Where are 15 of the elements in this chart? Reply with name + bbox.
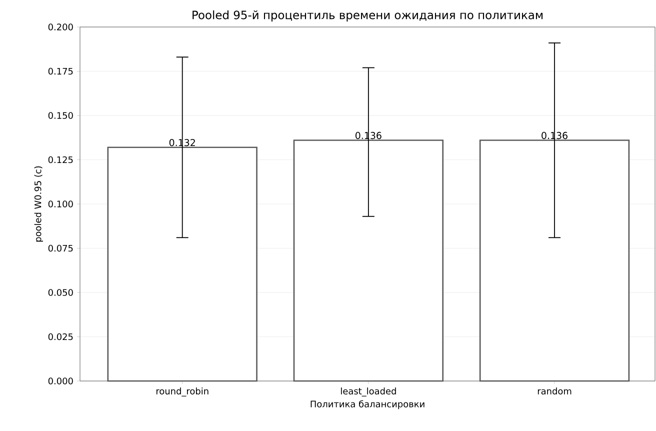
- y-tick-label: 0.125: [48, 156, 73, 164]
- y-tick-label: 0.000: [48, 378, 73, 384]
- x-tick-label: random: [538, 388, 572, 394]
- y-tick-label: 0.150: [48, 112, 73, 119]
- y-tick-label: 0.075: [48, 244, 73, 252]
- x-tick-label: round_robin: [156, 388, 208, 396]
- y-tick-label: 0.050: [48, 289, 73, 296]
- y-tick-label: 0.175: [48, 68, 73, 75]
- x-tick-label: least_loaded: [341, 388, 396, 396]
- y-axis-title: pooled W0.95 (с): [34, 166, 43, 242]
- x-axis-title: Политика балансировки: [310, 400, 424, 410]
- chart-title: Pooled 95-й процентиль времени ожидания по политикам: [192, 10, 543, 22]
- y-tick-label: 0.025: [48, 333, 73, 340]
- y-tick-label: 0.200: [48, 24, 73, 30]
- y-tick-label: 0.100: [48, 200, 73, 208]
